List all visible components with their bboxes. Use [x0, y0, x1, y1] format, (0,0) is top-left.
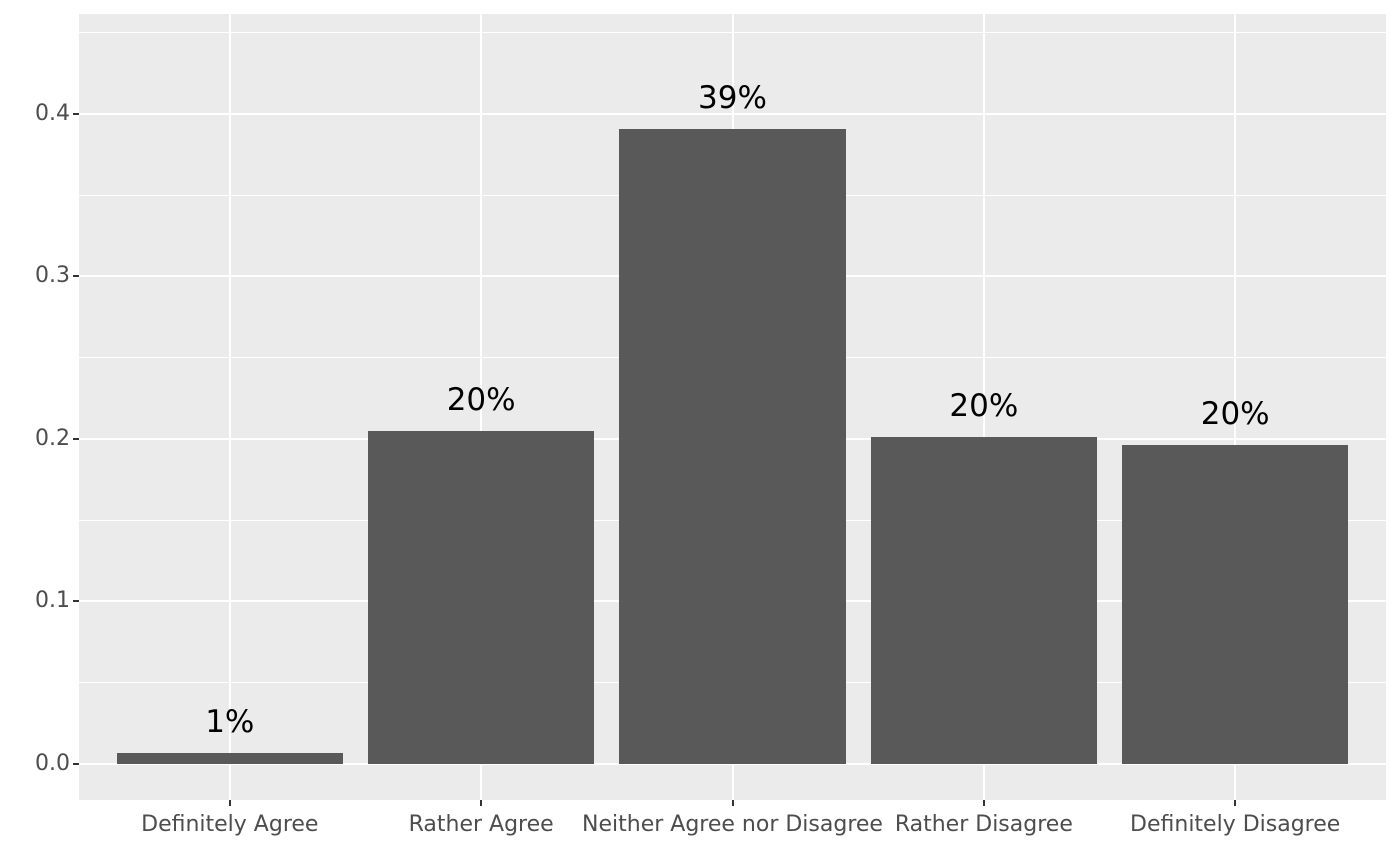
y-tick-mark — [73, 112, 79, 115]
y-tick-mark — [73, 275, 79, 278]
y-tick-label: 0.0 — [35, 750, 70, 776]
gridline-major-vertical — [1234, 14, 1237, 800]
x-tick-mark — [731, 800, 734, 806]
x-tick-mark — [480, 800, 483, 806]
x-tick-label: Rather Agree — [408, 812, 554, 837]
x-tick-mark — [228, 800, 231, 806]
x-tick-mark — [982, 800, 985, 806]
gridline-major-vertical — [480, 14, 483, 800]
x-tick-mark — [1234, 800, 1237, 806]
y-tick-mark — [73, 600, 79, 603]
x-tick-label: Definitely Disagree — [1130, 812, 1341, 837]
bar — [1122, 445, 1349, 764]
bar-value-label: 20% — [1200, 396, 1270, 433]
y-tick-mark — [73, 762, 79, 765]
gridline-major-vertical — [228, 14, 231, 800]
y-tick-label: 0.2 — [35, 425, 70, 451]
bar-value-label: 1% — [205, 703, 255, 740]
y-tick-label: 0.4 — [35, 100, 70, 126]
x-tick-label: Neither Agree nor Disagree — [582, 812, 883, 837]
y-tick-mark — [73, 437, 79, 440]
bar-value-label: 20% — [949, 388, 1019, 425]
y-tick-label: 0.1 — [35, 588, 70, 614]
bar — [368, 430, 595, 764]
x-tick-label: Definitely Agree — [141, 812, 319, 837]
bar — [619, 128, 846, 764]
gridline-major-vertical — [982, 14, 985, 800]
bar — [116, 752, 343, 764]
y-tick-label: 0.3 — [35, 263, 70, 289]
bar-value-label: 20% — [446, 381, 516, 418]
bar-value-label: 39% — [698, 79, 767, 116]
x-tick-label: Rather Disagree — [894, 812, 1073, 837]
bar — [870, 437, 1097, 764]
